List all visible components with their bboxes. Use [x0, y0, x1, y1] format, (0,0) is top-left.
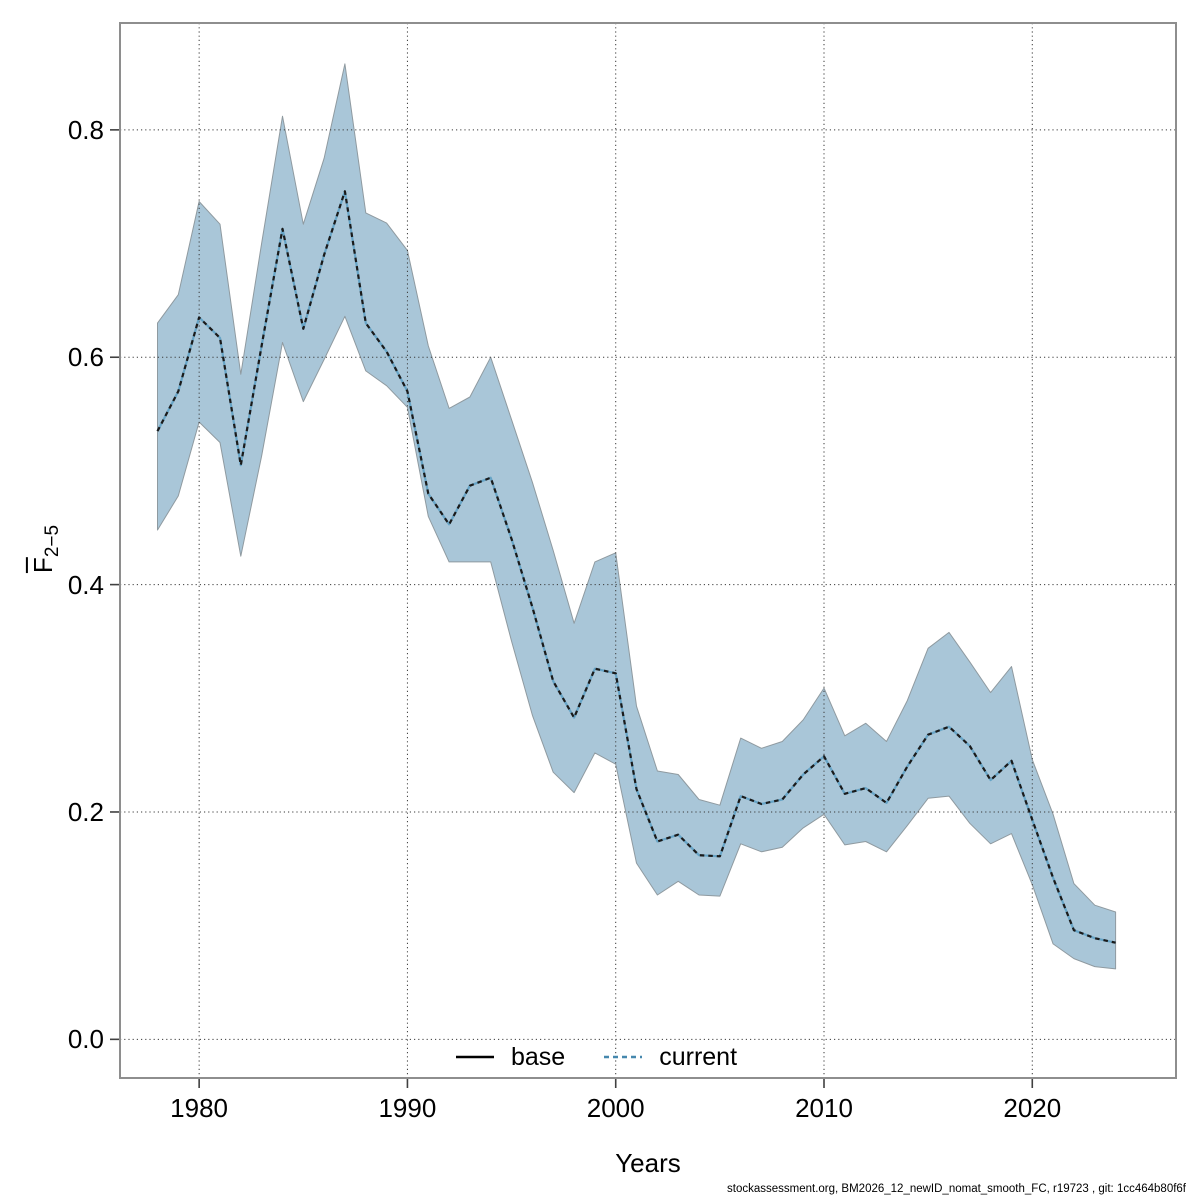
y-axis-label-subscript: 2−5	[42, 524, 64, 558]
current-line-sample	[604, 1055, 643, 1059]
legend-label-base: base	[511, 1042, 566, 1071]
y-tick-label: 0.0	[67, 1024, 104, 1055]
plot-frame	[119, 22, 1177, 1079]
x-tick-label: 1990	[378, 1093, 437, 1123]
y-axis-label-base: F	[27, 557, 58, 574]
y-tick-label: 0.6	[67, 342, 104, 373]
y-tick-label: 0.2	[67, 797, 104, 827]
x-tick-label: 1980	[170, 1093, 229, 1123]
x-tick-label: 2010	[795, 1093, 853, 1123]
legend-item-base: base	[455, 1043, 565, 1072]
footer-caption: stockassessment.org, BM2026_12_newID_nom…	[727, 1183, 1186, 1195]
y-tick-label: 0.8	[67, 114, 104, 145]
legend: base current	[455, 1041, 737, 1073]
legend-label-current: current	[659, 1042, 738, 1071]
confidence-band	[157, 63, 1117, 970]
x-axis-label: Years	[615, 1148, 681, 1178]
base-line-sample	[456, 1055, 494, 1059]
legend-item-current: current	[603, 1043, 737, 1072]
current-line-dotted	[156, 190, 1116, 944]
y-tick-label: 0.4	[67, 569, 104, 600]
y-axis-label: F2−5	[28, 525, 64, 573]
x-tick-label: 2020	[1003, 1093, 1062, 1123]
x-tick-label: 2000	[586, 1093, 645, 1123]
